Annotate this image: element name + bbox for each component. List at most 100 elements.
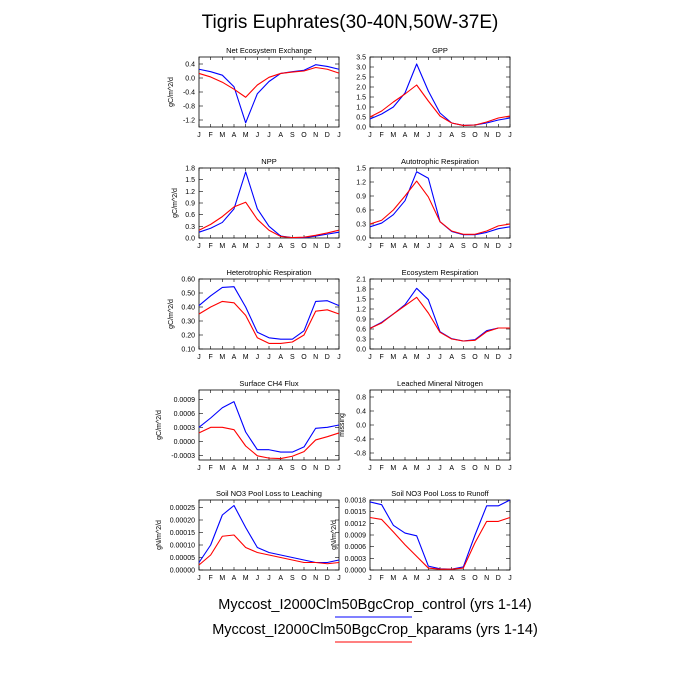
x-tick-label: F (380, 132, 384, 139)
x-tick-label: J (438, 243, 442, 250)
x-tick-label: A (449, 575, 454, 582)
series-line-kparams (369, 180, 511, 235)
y-tick-label: 3.5 (356, 55, 366, 62)
x-tick-label: A (232, 465, 237, 472)
x-tick-label: M (219, 465, 225, 472)
panel-title: Heterotrophic Respiration (226, 268, 311, 277)
x-tick-label: A (278, 575, 283, 582)
x-tick-label: O (472, 575, 478, 582)
x-tick-label: M (243, 243, 249, 250)
y-axis-label: gC/m^2/d (168, 77, 175, 107)
y-tick-label: 0.0003 (345, 556, 367, 563)
y-tick-label: 2.5 (356, 75, 366, 82)
series-line-kparams (198, 300, 340, 344)
x-tick-label: O (472, 132, 478, 139)
series-line-control (369, 171, 511, 236)
x-tick-label: J (267, 465, 271, 472)
x-tick-label: S (461, 243, 466, 250)
y-tick-label: -0.4 (354, 437, 366, 444)
series-line-control (198, 64, 340, 124)
y-tick-label: 0.6 (356, 208, 366, 215)
x-tick-label: M (243, 465, 249, 472)
x-tick-label: N (313, 465, 318, 472)
x-tick-label: J (337, 354, 341, 361)
y-tick-label: 0.6 (185, 212, 195, 219)
x-tick-label: M (390, 465, 396, 472)
y-tick-label: -0.8 (354, 451, 366, 458)
x-tick-label: D (325, 243, 330, 250)
x-tick-label: F (209, 354, 213, 361)
x-tick-label: N (313, 243, 318, 250)
series-line-kparams (369, 296, 510, 342)
y-tick-label: 1.2 (356, 307, 366, 314)
panel-title: GPP (432, 46, 448, 55)
x-tick-label: J (197, 354, 201, 361)
y-tick-label: 0.50 (181, 291, 195, 298)
x-tick-label: M (414, 132, 420, 139)
y-tick-label: 1.8 (356, 287, 366, 294)
series-line-kparams (369, 84, 511, 126)
y-axis-label: gC/m^2/d (156, 410, 163, 440)
y-tick-label: 2.1 (356, 277, 366, 284)
x-tick-label: A (449, 243, 454, 250)
x-tick-label: M (390, 243, 396, 250)
y-axis-label: gN/m^2/d (331, 520, 338, 550)
x-tick-label: D (496, 354, 501, 361)
x-tick-label: J (427, 575, 431, 582)
x-tick-label: D (496, 575, 501, 582)
x-tick-label: J (197, 575, 201, 582)
x-tick-label: D (325, 354, 330, 361)
x-tick-label: A (403, 243, 408, 250)
x-tick-label: F (209, 132, 213, 139)
x-tick-label: J (337, 132, 341, 139)
y-tick-label: 0.20 (181, 333, 195, 340)
x-tick-label: A (278, 465, 283, 472)
x-tick-label: J (368, 575, 372, 582)
x-tick-label: J (267, 575, 271, 582)
x-tick-label: M (390, 132, 396, 139)
y-axis-label: gC/m^2/d (168, 299, 175, 329)
y-tick-label: 2.0 (356, 85, 366, 92)
x-tick-label: F (209, 575, 213, 582)
series-line-kparams (198, 66, 340, 98)
x-tick-label: M (219, 243, 225, 250)
x-tick-label: A (403, 465, 408, 472)
x-tick-label: O (301, 575, 307, 582)
y-tick-label: 0.0003 (174, 425, 196, 432)
x-tick-label: J (508, 465, 512, 472)
x-tick-label: N (313, 575, 318, 582)
x-tick-label: J (267, 132, 271, 139)
y-tick-label: -1.2 (183, 118, 195, 125)
x-tick-label: M (219, 354, 225, 361)
series-line-kparams (369, 516, 511, 570)
x-tick-label: A (232, 243, 237, 250)
legend: Myccost_I2000Clm50BgcCrop_control (yrs 1… (212, 597, 538, 643)
x-tick-label: O (472, 354, 478, 361)
x-tick-label: J (508, 354, 512, 361)
x-tick-label: D (325, 465, 330, 472)
x-tick-label: A (278, 354, 283, 361)
x-tick-label: J (256, 243, 260, 250)
x-tick-label: A (403, 354, 408, 361)
x-tick-label: S (461, 465, 466, 472)
y-tick-label: 0.4 (185, 62, 195, 69)
y-tick-label: 0.0006 (345, 544, 367, 551)
x-tick-label: D (496, 465, 501, 472)
series-line-control (198, 504, 340, 564)
y-tick-label: 1.5 (185, 177, 195, 184)
y-tick-label: 1.2 (356, 180, 366, 187)
panel-title: Soil NO3 Pool Loss to Leaching (216, 489, 322, 498)
x-tick-label: J (256, 132, 260, 139)
plot-frame (369, 278, 511, 350)
x-tick-label: O (472, 243, 478, 250)
y-tick-label: 0.8 (356, 395, 366, 402)
y-tick-label: 0.40 (181, 305, 195, 312)
x-tick-label: J (368, 465, 372, 472)
x-tick-label: O (301, 465, 307, 472)
y-tick-label: 0.0018 (345, 498, 367, 505)
x-tick-label: F (380, 243, 384, 250)
